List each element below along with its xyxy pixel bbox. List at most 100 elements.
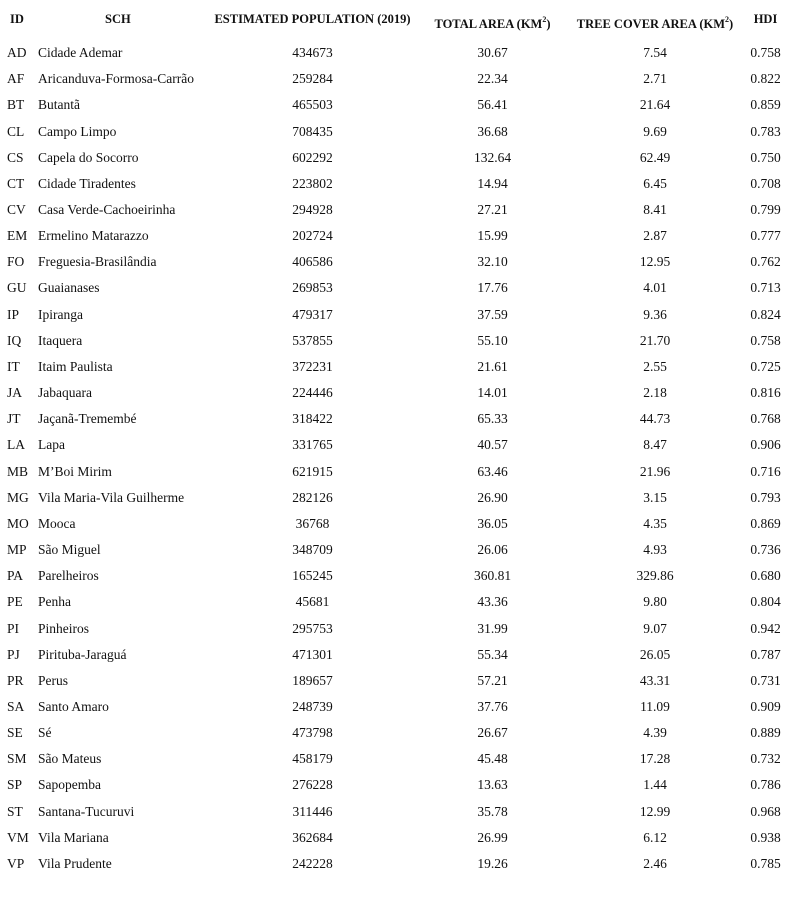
cell-total-area: 26.90 xyxy=(477,489,508,505)
cell-population: 45681 xyxy=(295,594,330,610)
cell-sch: Sé xyxy=(38,725,52,741)
cell-hdi: 0.750 xyxy=(750,149,781,165)
table-row: MG Vila Maria-Vila Guilherme 282126 26.90 3.… xyxy=(0,485,786,511)
cell-id: CT xyxy=(7,175,25,191)
cell-id: JT xyxy=(7,411,21,427)
cell-tree-cover: 43.31 xyxy=(639,672,671,688)
cell-id: AF xyxy=(7,71,25,87)
cell-population: 294928 xyxy=(292,202,333,218)
table-row: PJ Pirituba-Jaraguá 471301 55.34 26.05 0.787 xyxy=(0,642,786,668)
cell-hdi: 0.758 xyxy=(750,45,781,61)
cell-tree-cover: 2.55 xyxy=(643,358,667,374)
cell-id: CL xyxy=(7,123,25,139)
cell-population: 165245 xyxy=(292,568,333,584)
cell-population: 434673 xyxy=(292,45,333,61)
header-sch: SCH xyxy=(105,11,131,26)
cell-tree-cover: 12.95 xyxy=(639,254,671,270)
table-row: PR Perus 189657 57.21 43.31 0.731 xyxy=(0,668,786,694)
table-row: EM Ermelino Matarazzo 202724 15.99 2.87 0.777 xyxy=(0,223,786,249)
cell-sch: Parelheiros xyxy=(38,568,99,584)
table-row: LA Lapa 331765 40.57 8.47 0.906 xyxy=(0,432,786,458)
cell-id: MO xyxy=(7,515,29,531)
table-row: CV Casa Verde-Cachoeirinha 294928 27.21 8.41… xyxy=(0,197,786,223)
cell-hdi: 0.732 xyxy=(750,751,781,767)
cell-sch: Jabaquara xyxy=(38,385,92,401)
cell-total-area: 15.99 xyxy=(477,228,508,244)
cell-id: SM xyxy=(7,751,27,767)
cell-total-area: 27.21 xyxy=(477,202,508,218)
header-total-area-text: TOTAL AREA (KM xyxy=(434,16,543,31)
cell-hdi: 0.869 xyxy=(750,515,781,531)
cell-population: 471301 xyxy=(292,646,333,662)
cell-total-area: 45.48 xyxy=(477,751,508,767)
cell-tree-cover: 329.86 xyxy=(636,568,674,584)
table-row: CT Cidade Tiradentes 223802 14.94 6.45 0.708 xyxy=(0,171,786,197)
cell-id: IT xyxy=(7,358,20,374)
table-row: CL Campo Limpo 708435 36.68 9.69 0.783 xyxy=(0,118,786,144)
table-row: IP Ipiranga 479317 37.59 9.36 0.824 xyxy=(0,302,786,328)
cell-sch: Lapa xyxy=(38,437,65,453)
cell-hdi: 0.713 xyxy=(750,280,781,296)
cell-population: 465503 xyxy=(292,97,333,113)
header-total-area: TOTAL AREA (KM2) xyxy=(420,15,565,32)
table-row: VP Vila Prudente 242228 19.26 2.46 0.785 xyxy=(0,851,786,877)
cell-population: 348709 xyxy=(292,542,333,558)
cell-population: 602292 xyxy=(292,149,333,165)
cell-hdi: 0.777 xyxy=(750,228,781,244)
table-row: SA Santo Amaro 248739 37.76 11.09 0.909 xyxy=(0,694,786,720)
cell-tree-cover: 12.99 xyxy=(639,803,671,819)
table-row: IT Itaim Paulista 372231 21.61 2.55 0.725 xyxy=(0,354,786,380)
cell-total-area: 13.63 xyxy=(477,777,508,793)
cell-tree-cover: 44.73 xyxy=(639,411,671,427)
cell-total-area: 37.59 xyxy=(477,306,508,322)
table-row: AD Cidade Ademar 434673 30.67 7.54 0.758 xyxy=(0,40,786,66)
cell-sch: Cidade Ademar xyxy=(38,45,123,61)
cell-hdi: 0.799 xyxy=(750,202,781,218)
cell-id: SA xyxy=(7,698,25,714)
cell-id: PE xyxy=(7,594,23,610)
header-tree-cover-end: ) xyxy=(729,16,734,31)
cell-total-area: 55.34 xyxy=(477,646,508,662)
cell-id: VM xyxy=(7,829,29,845)
cell-total-area: 43.36 xyxy=(477,594,508,610)
cell-population: 295753 xyxy=(292,620,333,636)
cell-hdi: 0.906 xyxy=(750,437,781,453)
cell-total-area: 17.76 xyxy=(477,280,508,296)
cell-sch: Mooca xyxy=(38,515,76,531)
cell-id: LA xyxy=(7,437,25,453)
cell-hdi: 0.708 xyxy=(750,175,781,191)
cell-hdi: 0.968 xyxy=(750,803,781,819)
cell-id: MP xyxy=(7,542,27,558)
cell-hdi: 0.762 xyxy=(750,254,781,270)
cell-total-area: 26.06 xyxy=(477,542,508,558)
cell-population: 406586 xyxy=(292,254,333,270)
cell-population: 282126 xyxy=(292,489,333,505)
cell-sch: Sapopemba xyxy=(38,777,101,793)
cell-total-area: 21.61 xyxy=(477,358,508,374)
cell-total-area: 35.78 xyxy=(477,803,508,819)
header-hdi: HDI xyxy=(753,11,778,26)
header-tree-cover-sup: 2 xyxy=(725,14,730,24)
cell-tree-cover: 8.41 xyxy=(643,202,667,218)
cell-tree-cover: 9.36 xyxy=(643,306,667,322)
cell-total-area: 32.10 xyxy=(477,254,508,270)
cell-hdi: 0.785 xyxy=(750,855,781,871)
cell-tree-cover: 6.12 xyxy=(643,829,667,845)
cell-hdi: 0.783 xyxy=(750,123,781,139)
cell-total-area: 30.67 xyxy=(477,45,508,61)
cell-hdi: 0.909 xyxy=(750,698,781,714)
cell-tree-cover: 2.87 xyxy=(643,228,667,244)
cell-hdi: 0.822 xyxy=(750,71,781,87)
cell-hdi: 0.768 xyxy=(750,411,781,427)
cell-sch: M’Boi Mirim xyxy=(38,463,112,479)
cell-population: 458179 xyxy=(292,751,333,767)
cell-id: MB xyxy=(7,463,29,479)
cell-hdi: 0.725 xyxy=(750,358,781,374)
table-row: VM Vila Mariana 362684 26.99 6.12 0.938 xyxy=(0,825,786,851)
cell-hdi: 0.758 xyxy=(750,332,781,348)
cell-id: EM xyxy=(7,228,28,244)
cell-sch: Jaçanã-Tremembé xyxy=(38,411,137,427)
cell-total-area: 40.57 xyxy=(477,437,508,453)
cell-population: 473798 xyxy=(292,725,333,741)
table-row: SP Sapopemba 276228 13.63 1.44 0.786 xyxy=(0,772,786,798)
